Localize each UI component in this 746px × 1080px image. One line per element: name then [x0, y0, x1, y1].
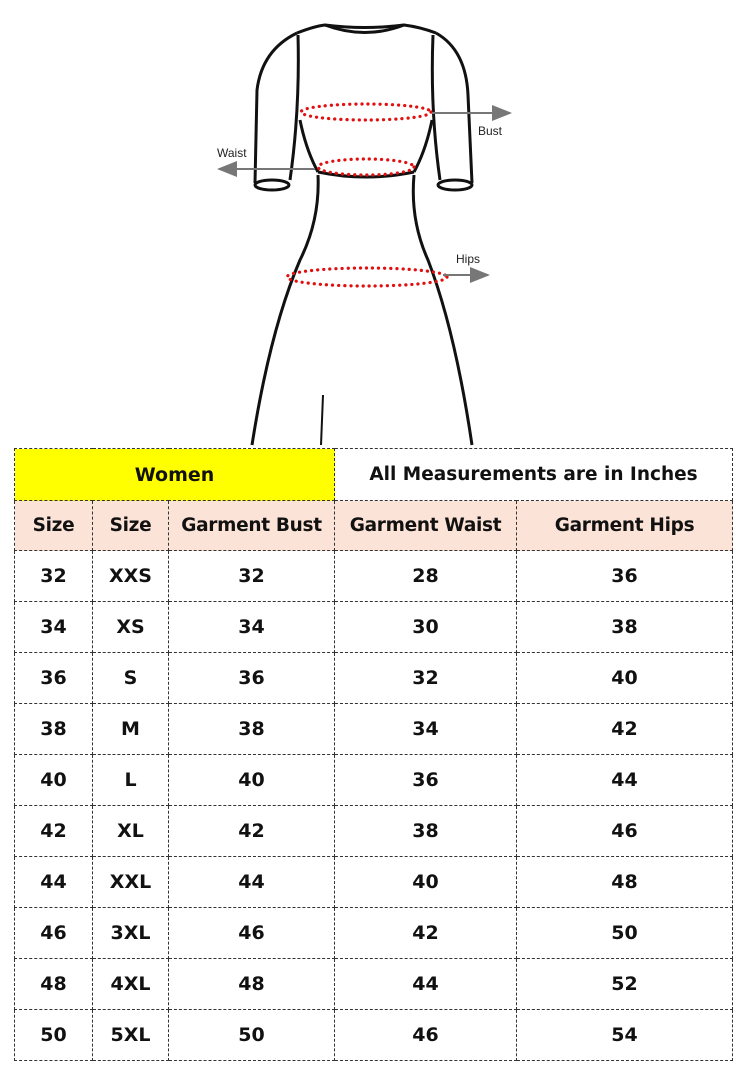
table-row: 42 XL 42 38 46: [14, 805, 734, 857]
table-cell: 38: [167, 703, 336, 755]
table-cell: 46: [14, 907, 93, 959]
table-cell: 38: [14, 703, 93, 755]
table-cell: 44: [167, 856, 336, 908]
table-row: 48 4XL 48 44 52: [14, 958, 734, 1010]
column-header: Garment Bust: [167, 500, 336, 551]
bust-measure-line: [299, 102, 433, 122]
table-cell: 32: [334, 652, 518, 704]
table-cell: 38: [516, 601, 734, 653]
column-header: Garment Hips: [516, 500, 734, 551]
table-cell: 5XL: [92, 1009, 169, 1061]
table-row: 34 XS 34 30 38: [14, 601, 734, 653]
table-cell: 30: [334, 601, 518, 653]
table-cell: 32: [14, 550, 93, 602]
table-cell: 44: [14, 856, 93, 908]
hips-label: Hips: [456, 252, 480, 266]
table-header-row: Size Size Garment Bust Garment Waist Gar…: [14, 500, 734, 551]
table-cell: 34: [334, 703, 518, 755]
table-cell: S: [92, 652, 169, 704]
table-cell: 40: [334, 856, 518, 908]
table-cell: 50: [516, 907, 734, 959]
column-header: Garment Waist: [334, 500, 518, 551]
bust-label: Bust: [478, 124, 503, 138]
waist-measure-line: [316, 157, 416, 177]
table-cell: 36: [516, 550, 734, 602]
table-cell: XXL: [92, 856, 169, 908]
table-cell: 40: [14, 754, 93, 806]
table-cell: 42: [14, 805, 93, 857]
table-cell: XXS: [92, 550, 169, 602]
table-cell: XL: [92, 805, 169, 857]
table-cell: 48: [516, 856, 734, 908]
waist-label: Waist: [217, 146, 247, 160]
table-cell: 32: [167, 550, 336, 602]
table-cell: M: [92, 703, 169, 755]
measure-dotted-lines: [285, 102, 449, 288]
group-label: Women: [13, 448, 336, 501]
table-cell: L: [92, 754, 169, 806]
table-cell: 42: [334, 907, 518, 959]
table-cell: 52: [516, 958, 734, 1010]
table-cell: 44: [334, 958, 518, 1010]
table-row: 46 3XL 46 42 50: [14, 907, 734, 959]
table-row: 36 S 36 32 40: [14, 652, 734, 704]
table-row: 44 XXL 44 40 48: [14, 856, 734, 908]
table-row: 50 5XL 50 46 54: [14, 1009, 734, 1061]
table-cell: 36: [334, 754, 518, 806]
table-row: 32 XXS 32 28 36: [14, 550, 734, 602]
dress-outline: [250, 23, 474, 446]
table-cell: 50: [167, 1009, 336, 1061]
table-cell: 4XL: [92, 958, 169, 1010]
table-cell: 48: [167, 958, 336, 1010]
hips-measure-line: [285, 266, 449, 288]
table-cell: 42: [516, 703, 734, 755]
table-cell: 42: [167, 805, 336, 857]
table-cell: 34: [167, 601, 336, 653]
size-chart-table: Women All Measurements are in Inches Siz…: [13, 448, 734, 1061]
table-cell: 46: [167, 907, 336, 959]
table-cell: 54: [516, 1009, 734, 1061]
table-cell: XS: [92, 601, 169, 653]
column-header: Size: [92, 500, 169, 551]
table-cell: 3XL: [92, 907, 169, 959]
table-cell: 44: [516, 754, 734, 806]
table-row: 38 M 38 34 42: [14, 703, 734, 755]
table-cell: 46: [516, 805, 734, 857]
table-cell: 28: [334, 550, 518, 602]
table-cell: 38: [334, 805, 518, 857]
table-cell: 50: [14, 1009, 93, 1061]
column-header: Size: [14, 500, 93, 551]
table-cell: 40: [516, 652, 734, 704]
table-cell: 46: [334, 1009, 518, 1061]
dress-measurement-diagram: Bust Waist Hips: [217, 23, 512, 446]
table-cell: 36: [167, 652, 336, 704]
table-cell: 34: [14, 601, 93, 653]
table-cell: 40: [167, 754, 336, 806]
table-cell: 36: [14, 652, 93, 704]
unit-note: All Measurements are in Inches: [334, 448, 734, 501]
table-cell: 48: [14, 958, 93, 1010]
table-row: 40 L 40 36 44: [14, 754, 734, 806]
table-title-row: Women All Measurements are in Inches: [13, 448, 734, 501]
